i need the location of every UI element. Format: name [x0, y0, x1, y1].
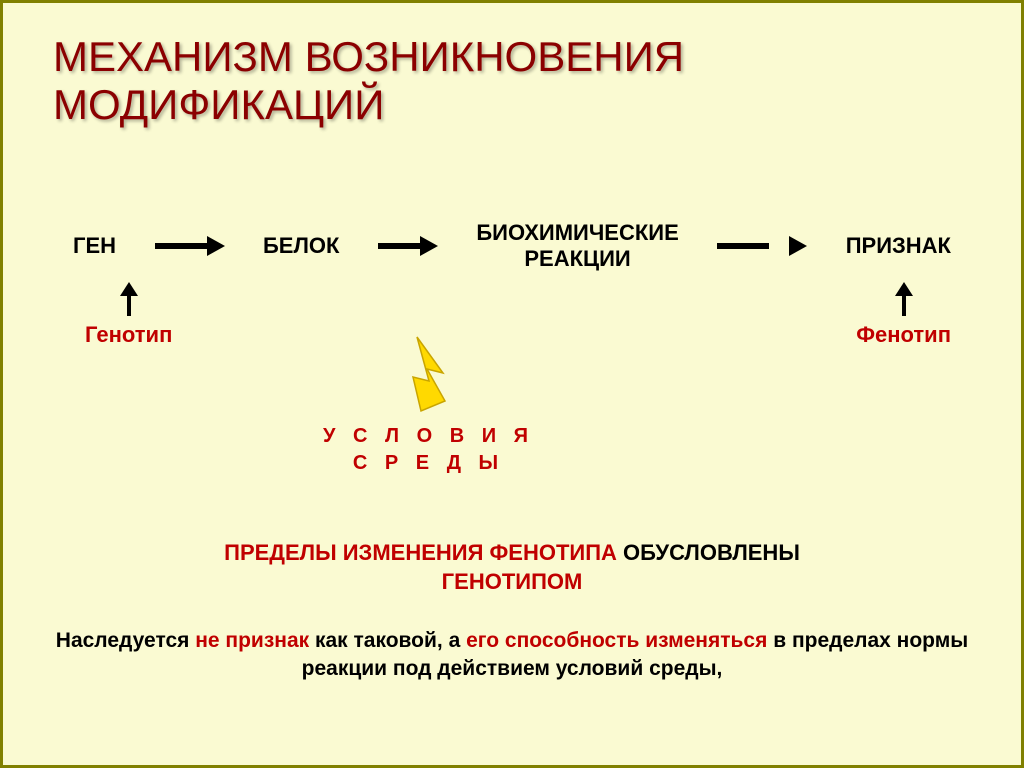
flow-node-protein: БЕЛОК — [263, 233, 339, 259]
statement-limits-accent1: ПРЕДЕЛЫ ИЗМЕНЕНИЯ ФЕНОТИПА — [224, 540, 623, 565]
genotype-col: Генотип — [85, 282, 172, 348]
arrow-right-icon — [155, 242, 225, 250]
statement-limits-accent2: ГЕНОТИПОМ — [442, 569, 583, 594]
flow-node-biochem: БИОХИМИЧЕСКИЕ РЕАКЦИИ — [476, 220, 678, 272]
flow-row: ГЕН БЕЛОК БИОХИМИЧЕСКИЕ РЕАКЦИИ ПРИЗНАК — [53, 220, 971, 272]
s2-a2: его способность изменяться — [466, 629, 767, 652]
s2-a1: не признак — [195, 629, 309, 652]
statement-limits: ПРЕДЕЛЫ ИЗМЕНЕНИЯ ФЕНОТИПА ОБУСЛОВЛЕНЫ Г… — [53, 538, 971, 597]
conditions-block: У С Л О В И Я С Р Е Д Ы — [323, 333, 534, 477]
genotype-label: Генотип — [85, 322, 172, 348]
flow-node-trait: ПРИЗНАК — [846, 233, 951, 259]
s2-p2: как таковой, а — [309, 629, 466, 652]
lightning-bolt-icon — [399, 333, 459, 415]
arrow-right-icon — [717, 242, 807, 250]
statement-inheritance: Наследуется не признак как таковой, а ег… — [53, 627, 971, 684]
s2-p1: Наследуется — [56, 629, 195, 652]
slide: МЕХАНИЗМ ВОЗНИКНОВЕНИЯ МОДИФИКАЦИЙ ГЕН Б… — [0, 0, 1024, 768]
slide-title: МЕХАНИЗМ ВОЗНИКНОВЕНИЯ МОДИФИКАЦИЙ — [53, 33, 971, 130]
phenotype-col: Фенотип — [856, 282, 951, 348]
phenotype-label: Фенотип — [856, 322, 951, 348]
arrow-up-icon — [125, 282, 133, 316]
arrow-right-icon — [378, 242, 438, 250]
arrow-up-icon — [900, 282, 908, 316]
statement-limits-plain: ОБУСЛОВЛЕНЫ — [623, 540, 800, 565]
flow-node-gene: ГЕН — [73, 233, 116, 259]
conditions-label: У С Л О В И Я С Р Е Д Ы — [323, 423, 534, 477]
bolt-shape — [413, 337, 445, 411]
